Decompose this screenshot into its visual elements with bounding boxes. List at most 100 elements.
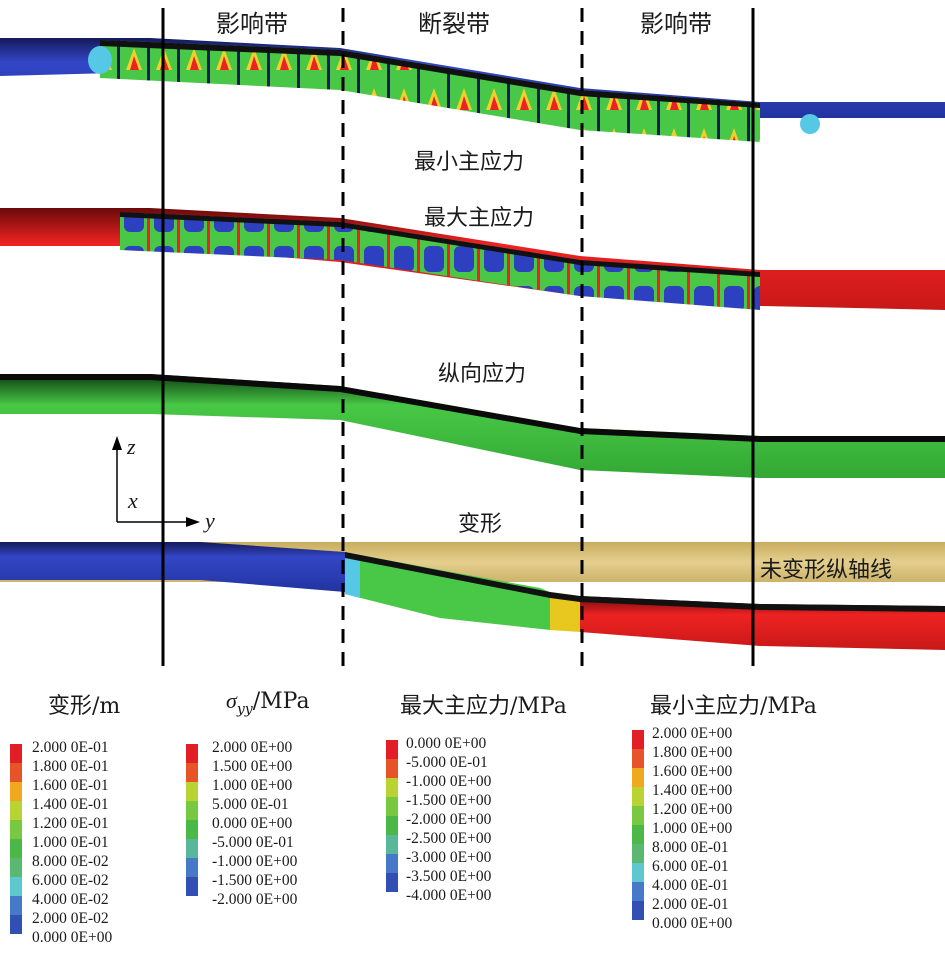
pipe-title-min-principal: 最小主应力: [414, 150, 525, 175]
legend-color-swatch: [186, 820, 198, 839]
legend-color-swatch: [386, 778, 398, 797]
legend-color-swatch: [386, 816, 398, 835]
legend-tick-label: -5.000 0E-01: [406, 754, 488, 771]
legend-tick-label: 1.000 0E-01: [32, 834, 109, 851]
legend-color-swatch: [186, 839, 198, 858]
legend-tick-label: 1.200 0E+00: [652, 801, 733, 818]
legend-tick-label: 1.800 0E+00: [652, 744, 733, 761]
axis-label-y: y: [205, 508, 215, 533]
legend-colorbar: [386, 740, 398, 892]
legend-colorbar: [186, 744, 198, 896]
zone-boundaries: [161, 8, 755, 666]
legend-tick-label: -1.000 0E+00: [212, 853, 298, 870]
legend-title: 变形/m: [48, 688, 120, 720]
legend-tick-label: 2.000 0E+00: [212, 739, 293, 756]
legend-tick-label: 1.600 0E+00: [652, 763, 733, 780]
legend-title-text: 变形: [48, 694, 93, 719]
legend-tick-label: 5.000 0E-01: [212, 796, 289, 813]
legend-tick-label: -3.500 0E+00: [406, 868, 492, 885]
legend-title-unit: /MPa: [760, 694, 817, 719]
legend-tick-label: 1.000 0E+00: [212, 777, 293, 794]
legend-tick-label: 0.000 0E+00: [32, 929, 113, 946]
legend-title: 最小主应力/MPa: [650, 688, 817, 720]
legend-tick-label: 6.000 0E-02: [32, 872, 109, 889]
legend-tick-label: 8.000 0E-01: [652, 839, 729, 856]
legend-color-swatch: [186, 782, 198, 801]
legend-tick-label: 2.000 0E-01: [32, 739, 109, 756]
legend-tick-label: -2.000 0E+00: [406, 811, 492, 828]
legend-colorbar: [632, 730, 644, 920]
legend-tick-label: -1.500 0E+00: [406, 792, 492, 809]
legend-color-swatch: [10, 839, 22, 858]
legend-tick-label: 2.000 0E-02: [32, 910, 109, 927]
legend-tick-label: 1.200 0E-01: [32, 815, 109, 832]
legend-colorbar: [10, 744, 22, 934]
legend-tick-label: -3.000 0E+00: [406, 849, 492, 866]
legend-tick-label: 0.000 0E+00: [212, 815, 293, 832]
legend-color-swatch: [10, 763, 22, 782]
y-arrow-icon: [186, 517, 200, 527]
legend-title: 最大主应力/MPa: [400, 688, 567, 720]
legend-color-swatch: [386, 835, 398, 854]
legend-tick-label: -2.000 0E+00: [212, 891, 298, 908]
legend-color-swatch: [10, 782, 22, 801]
legend-color-swatch: [386, 873, 398, 892]
legend-tick-label: 1.600 0E-01: [32, 777, 109, 794]
legend-tick-label: 6.000 0E-01: [652, 858, 729, 875]
z-arrow-icon: [112, 436, 122, 450]
legend-color-swatch: [10, 801, 22, 820]
zone-label-right-influence: 影响带: [640, 10, 712, 38]
legend-color-swatch: [186, 877, 198, 896]
legend-tick-label: -1.000 0E+00: [406, 773, 492, 790]
legend-title-subscript: yy: [236, 701, 253, 718]
legend-tick-label: 0.000 0E+00: [406, 735, 487, 752]
legend-title: σyy/MPa: [226, 688, 310, 717]
legend-tick-label: 0.000 0E+00: [652, 915, 733, 932]
legend-color-swatch: [632, 882, 644, 901]
legend-color-swatch: [10, 896, 22, 915]
axis-label-x: x: [128, 488, 138, 513]
legend-color-swatch: [632, 749, 644, 768]
pipe-deformation: [0, 542, 945, 650]
zone-label-left-influence: 影响带: [216, 10, 288, 38]
legend-tick-label: 1.800 0E-01: [32, 758, 109, 775]
legend-color-swatch: [386, 759, 398, 778]
legend-color-swatch: [186, 763, 198, 782]
pipe-title-deformation: 变形: [458, 512, 503, 537]
legend-title-unit: /m: [92, 694, 121, 719]
legend-color-swatch: [632, 768, 644, 787]
legend-tick-label: -1.500 0E+00: [212, 872, 298, 889]
axis-label-z: z: [127, 434, 136, 459]
legend-color-swatch: [10, 858, 22, 877]
legend-color-swatch: [632, 787, 644, 806]
legend-title-text: 最小主应力: [650, 694, 761, 719]
legend-title-unit: /MPa: [252, 689, 310, 714]
legend-color-swatch: [386, 797, 398, 816]
legend-color-swatch: [632, 806, 644, 825]
legend-tick-label: 4.000 0E-01: [652, 877, 729, 894]
undeformed-axis-label: 未变形纵轴线: [760, 558, 893, 583]
legend-color-swatch: [186, 801, 198, 820]
legend-color-swatch: [186, 858, 198, 877]
pipe-title-longitudinal: 纵向应力: [438, 362, 527, 387]
legend-color-swatch: [632, 844, 644, 863]
legend-tick-label: 2.000 0E+00: [652, 725, 733, 742]
legend-tick-label: -2.500 0E+00: [406, 830, 492, 847]
legend-title-unit: /MPa: [510, 694, 567, 719]
legend-color-swatch: [386, 854, 398, 873]
legend-tick-label: 1.000 0E+00: [652, 820, 733, 837]
legend-title-symbol: σ: [226, 688, 237, 713]
legend-color-swatch: [386, 740, 398, 759]
legend-color-swatch: [10, 744, 22, 763]
legend-color-swatch: [632, 863, 644, 882]
legend-tick-label: 2.000 0E-01: [652, 896, 729, 913]
legend-color-swatch: [632, 825, 644, 844]
legend-tick-label: -5.000 0E-01: [212, 834, 294, 851]
legend-color-swatch: [632, 901, 644, 920]
legend-tick-label: 1.400 0E+00: [652, 782, 733, 799]
pipe-longitudinal: [0, 374, 945, 478]
legend-tick-label: 4.000 0E-02: [32, 891, 109, 908]
pipe-max-principal: [0, 208, 945, 310]
legend-color-swatch: [186, 744, 198, 763]
